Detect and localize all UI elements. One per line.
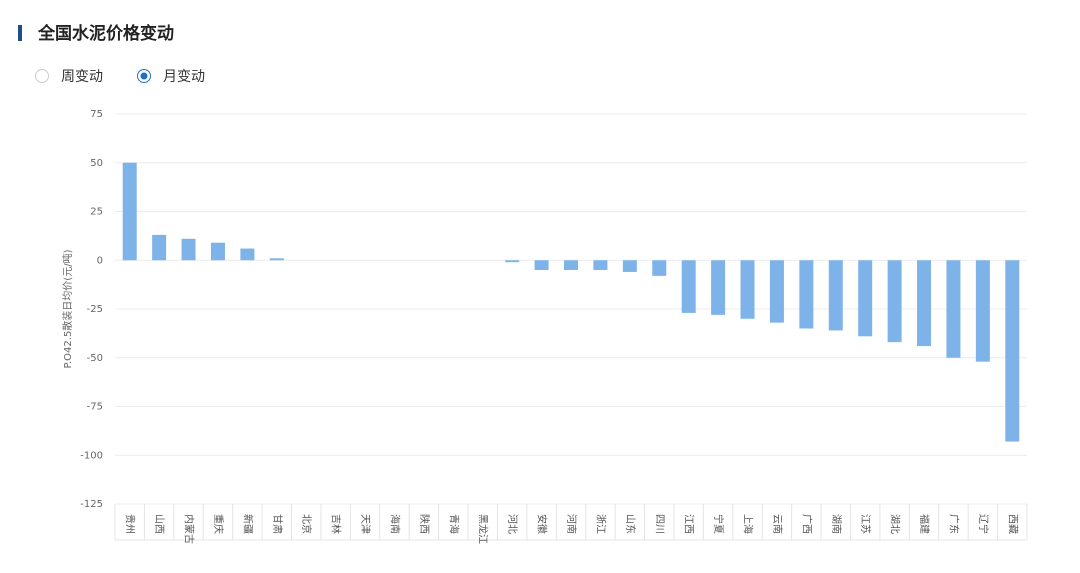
bar bbox=[711, 260, 726, 315]
bar bbox=[740, 260, 755, 319]
bar bbox=[858, 260, 873, 337]
x-tick-label: 青海 bbox=[447, 514, 460, 534]
x-tick-label: 新疆 bbox=[241, 514, 254, 534]
x-tick-label: 辽宁 bbox=[977, 514, 990, 534]
bar bbox=[652, 260, 667, 276]
bar bbox=[769, 260, 784, 323]
y-tick-label: -125 bbox=[80, 499, 103, 510]
bar bbox=[917, 260, 932, 347]
bar bbox=[622, 260, 637, 272]
x-tick-label: 上海 bbox=[742, 514, 755, 534]
bar bbox=[240, 248, 255, 261]
x-tick-label: 河北 bbox=[506, 514, 518, 534]
radio-label[interactable]: 月变动 bbox=[163, 69, 205, 85]
y-tick-label: 0 bbox=[97, 255, 103, 266]
x-tick-label: 宁夏 bbox=[712, 514, 725, 534]
y-tick-label: -25 bbox=[87, 304, 103, 315]
bar bbox=[1005, 260, 1020, 442]
bar bbox=[887, 260, 902, 343]
x-tick-label: 安徽 bbox=[536, 514, 549, 534]
y-tick-label: -75 bbox=[87, 402, 103, 413]
x-tick-label: 河南 bbox=[565, 514, 578, 534]
bar bbox=[505, 260, 520, 263]
bar bbox=[828, 260, 843, 331]
radio-circle[interactable] bbox=[35, 69, 49, 83]
x-tick-label: 山西 bbox=[153, 514, 165, 534]
x-tick-label: 吉林 bbox=[330, 514, 343, 534]
x-tick-label: 四川 bbox=[653, 514, 664, 534]
radio-week[interactable]: 周变动 bbox=[35, 69, 104, 85]
radio-month[interactable]: 月变动 bbox=[137, 69, 206, 85]
bar bbox=[210, 242, 225, 261]
y-tick-label: 50 bbox=[90, 158, 103, 169]
x-tick-label: 海南 bbox=[388, 514, 401, 534]
bar bbox=[593, 260, 608, 270]
bar bbox=[152, 234, 167, 261]
x-tick-label: 西藏 bbox=[1006, 514, 1018, 534]
x-tick-label: 甘肃 bbox=[271, 514, 284, 534]
x-tick-label: 山东 bbox=[624, 514, 637, 534]
x-tick-label: 湖北 bbox=[889, 514, 901, 534]
radio-dot[interactable] bbox=[140, 72, 148, 80]
x-tick-label: 云南 bbox=[771, 514, 784, 534]
x-tick-label: 福建 bbox=[918, 514, 931, 534]
bar bbox=[946, 260, 961, 358]
bar bbox=[181, 238, 196, 261]
x-tick-label: 陕西 bbox=[418, 514, 431, 534]
x-tick-label: 天津 bbox=[359, 514, 371, 534]
x-tick-label: 浙江 bbox=[594, 514, 606, 534]
y-axis-label: P.O42.5散装日均价(元/吨) bbox=[61, 249, 74, 368]
x-tick-label: 重庆 bbox=[212, 514, 225, 534]
x-tick-label: 北京 bbox=[300, 514, 313, 534]
bar bbox=[269, 258, 284, 261]
x-tick-label: 湖南 bbox=[830, 514, 843, 534]
x-tick-label: 内蒙古 bbox=[183, 514, 196, 544]
y-tick-label: 75 bbox=[90, 109, 103, 120]
x-tick-label: 贵州 bbox=[124, 514, 137, 534]
bar bbox=[564, 260, 578, 270]
y-tick-label: 25 bbox=[90, 207, 103, 218]
title-marker bbox=[18, 25, 22, 41]
title: 全国水泥价格变动 bbox=[37, 23, 174, 44]
x-tick-label: 广东 bbox=[947, 514, 960, 534]
bar bbox=[799, 260, 814, 329]
bar bbox=[681, 260, 696, 313]
y-tick-label: -100 bbox=[80, 450, 103, 461]
x-tick-label: 黑龙江 bbox=[477, 514, 490, 544]
x-tick-label: 江西 bbox=[683, 514, 695, 534]
y-tick-label: -50 bbox=[87, 353, 103, 364]
bar bbox=[122, 162, 137, 261]
bar bbox=[975, 260, 990, 362]
x-tick-label: 江苏 bbox=[859, 514, 872, 534]
radio-label[interactable]: 周变动 bbox=[61, 69, 103, 85]
bar bbox=[534, 260, 549, 270]
x-tick-label: 广西 bbox=[800, 514, 812, 534]
